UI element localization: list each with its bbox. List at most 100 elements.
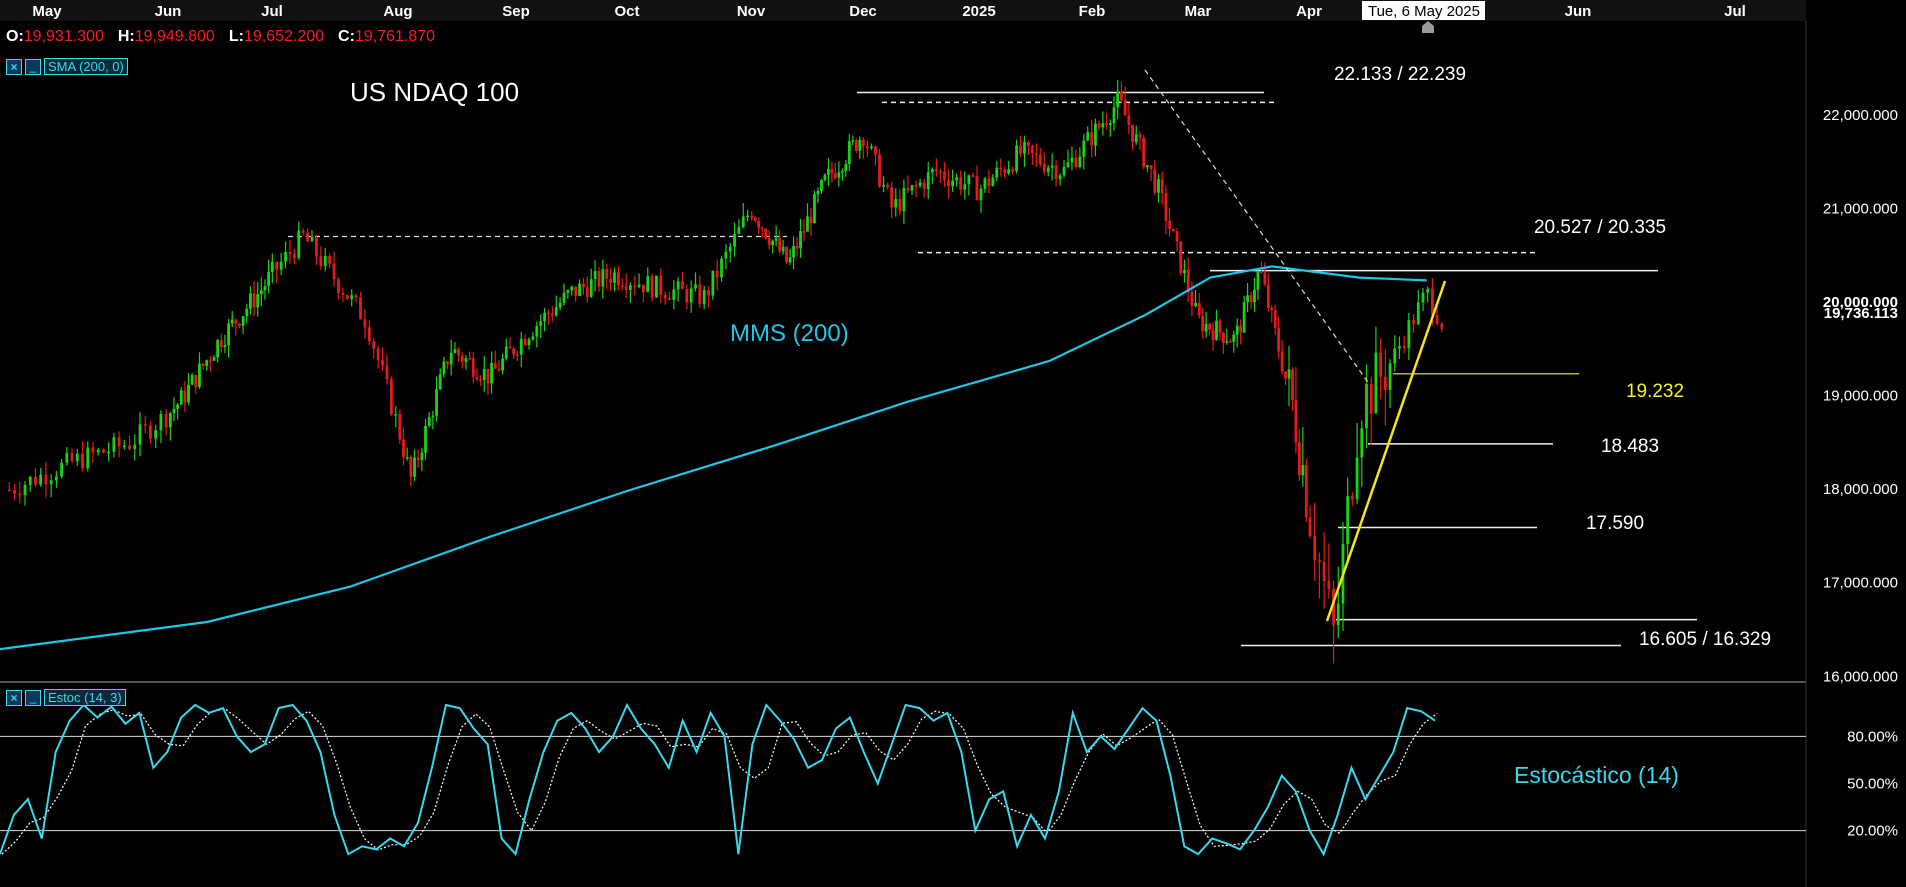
candle-body (728, 246, 732, 252)
candle-body (1116, 91, 1120, 108)
sma-indicator-control: × _ SMA (200, 0) (6, 58, 128, 75)
candle-body (1246, 295, 1249, 303)
candle-body (637, 284, 641, 288)
candle-body (979, 188, 983, 201)
candle-body (724, 251, 728, 259)
time-axis[interactable] (0, 0, 1806, 21)
candle-body (279, 261, 283, 270)
level-label: 17.590 (1586, 513, 1644, 534)
level-label: 19.232 (1626, 381, 1684, 402)
candle-body (861, 140, 865, 147)
cursor-date-box (1362, 1, 1485, 20)
level-label: 18.483 (1601, 436, 1659, 457)
stoch-tick-label: 50.00% (1847, 776, 1898, 793)
candle-body (1183, 269, 1186, 274)
candle-body (420, 452, 424, 461)
candle-body (1034, 153, 1038, 155)
x-tick-label: May (32, 3, 62, 20)
candle-body (13, 489, 16, 494)
candle-body (416, 457, 420, 461)
candle-body (676, 281, 680, 290)
candle-body (771, 240, 775, 246)
minimize-icon[interactable]: _ (25, 58, 41, 75)
ohlc-value: 19,761.870 (354, 28, 435, 45)
candle-body (698, 284, 702, 305)
candle-body (663, 294, 667, 299)
candle-body (194, 374, 198, 387)
candle-body (806, 216, 809, 232)
candle-body (788, 257, 792, 263)
candle-body (1232, 334, 1236, 342)
ohlc-key: L: (228, 28, 244, 45)
candle-body (154, 430, 158, 439)
close-icon[interactable]: × (6, 689, 22, 706)
candle-body (934, 169, 938, 172)
candle-body (589, 279, 593, 297)
candle-body (402, 439, 405, 458)
candle-body (558, 302, 562, 308)
stoch-indicator-label[interactable]: Estoc (14, 3) (44, 689, 126, 706)
candle-body (468, 358, 471, 360)
candle-body (963, 184, 967, 190)
candle-body (1412, 320, 1415, 325)
candle-body (227, 323, 230, 346)
candle-body (1253, 289, 1256, 303)
candle-body (1201, 315, 1205, 332)
candle-body (1101, 123, 1105, 128)
ohlc-value: 19,949.800 (134, 28, 215, 45)
candle-body (179, 390, 183, 405)
candle-body (854, 140, 858, 151)
candle-body (86, 447, 90, 469)
candle-body (813, 194, 816, 223)
candle-body (435, 389, 438, 416)
candle-body (1218, 320, 1222, 333)
candle-body (983, 178, 987, 189)
minimize-icon[interactable]: _ (25, 689, 41, 706)
candle-body (939, 171, 942, 173)
candle-body (767, 238, 771, 246)
candle-body (1284, 371, 1287, 379)
candle-body (1090, 132, 1094, 146)
downtrend-line (1144, 69, 1371, 386)
candle-body (874, 146, 877, 155)
candle-body (1259, 271, 1263, 273)
price-axis[interactable]: 22,000.000 21,000.000 20,000.000 19,000.000… (1823, 107, 1898, 685)
candle-body (554, 307, 558, 316)
candle-body (398, 414, 402, 440)
candle-body (409, 457, 413, 477)
candle-body (1277, 327, 1281, 352)
candle-body (840, 171, 844, 173)
level-label: 22.133 / 22.239 (1334, 64, 1466, 85)
stochastic-pane[interactable]: Estocástico (14) 80.00% 50.00% 20.00% (0, 702, 1898, 857)
candle-body (292, 253, 296, 258)
candle-body (527, 339, 531, 346)
candle-body (733, 233, 736, 247)
candle-body (413, 457, 416, 477)
candle-body (223, 345, 227, 348)
candle-body (550, 314, 554, 316)
x-tick-label: Oct (614, 3, 639, 20)
candle-body (1322, 562, 1326, 582)
candle-body (1426, 288, 1430, 293)
candle-body (833, 173, 837, 178)
candle-body (1023, 142, 1026, 154)
candle-body (601, 268, 605, 287)
candle-body (878, 154, 881, 187)
candle-body (453, 349, 457, 353)
candle-body (341, 292, 345, 295)
candle-body (1365, 383, 1368, 429)
candle-body (1074, 157, 1078, 168)
candle-body (1398, 346, 1401, 349)
price-pane[interactable]: US NDAQ 100 MMS (200) 22.133 / 22.239 20.… (0, 64, 1771, 664)
candle-body (646, 276, 650, 293)
candle-body (1318, 560, 1321, 563)
candle-body (870, 146, 873, 149)
candle-body (405, 457, 409, 459)
y-tick-label: 21,000.000 (1823, 200, 1898, 217)
candle-body (681, 281, 684, 289)
candle-body (760, 227, 764, 230)
close-icon[interactable]: × (6, 58, 22, 75)
sma-indicator-label[interactable]: SMA (200, 0) (44, 58, 128, 75)
candle-body (1042, 164, 1046, 172)
